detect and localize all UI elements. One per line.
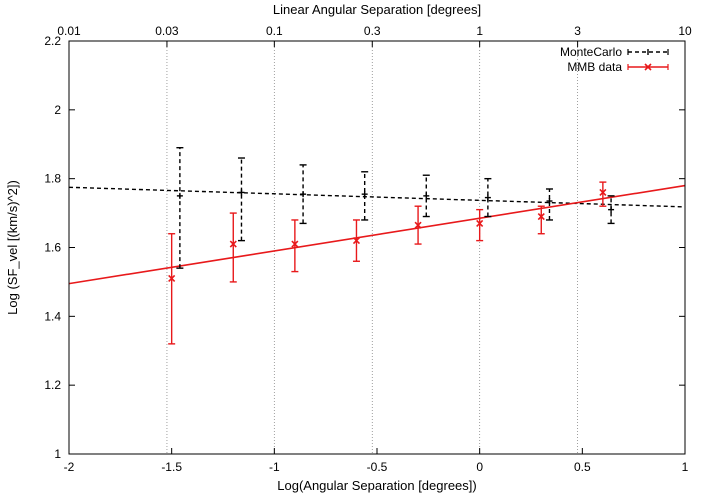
- x2-tick-label: 0.1: [266, 24, 283, 38]
- axis-ticks: [68, 40, 686, 455]
- tick-labels: -2 -1.5 -1 -0.5 0 0.5 1 0.01 0.03 0.1 0.3 1 3 10 1 1.2 1…: [44, 24, 692, 474]
- y-tick-label: 2: [54, 103, 61, 117]
- data-point: [599, 181, 607, 207]
- x2-tick-label: 1: [476, 24, 483, 38]
- data-point: [229, 212, 237, 283]
- data-point: [484, 177, 492, 218]
- marker-x-b: [291, 240, 299, 248]
- x-axis-title: Log(Angular Separation [degrees]): [277, 478, 476, 493]
- fit-line-montecarlo: [68, 186, 686, 208]
- data-point: [607, 195, 615, 225]
- x-tick-label: 0.5: [574, 460, 591, 474]
- data-point: [176, 146, 184, 269]
- y-tick-label: 1.8: [44, 172, 61, 186]
- x2-tick-label: 0.01: [57, 24, 81, 38]
- data-point: [545, 188, 553, 221]
- x-tick-label: -1.5: [161, 460, 182, 474]
- data-point: [422, 174, 430, 218]
- top-axis-title: Linear Angular Separation [degrees]: [273, 2, 481, 17]
- marker-x-b: [229, 240, 237, 248]
- x-tick-label: -2: [64, 460, 75, 474]
- y-tick-label: 1.6: [44, 241, 61, 255]
- legend-label: MonteCarlo: [560, 45, 622, 59]
- y-tick-label: 2.2: [44, 34, 61, 48]
- y-tick-label: 1: [54, 447, 61, 461]
- data-point: [237, 157, 245, 242]
- data-point: [414, 205, 422, 245]
- marker-x-b: [537, 212, 545, 221]
- marker-x-b: [599, 188, 607, 196]
- x-tick-label: -0.5: [367, 460, 388, 474]
- x2-tick-label: 0.03: [155, 24, 179, 38]
- marker-x-b: [352, 237, 361, 245]
- x-tick-label: 1: [682, 460, 689, 474]
- y-tick-label: 1.2: [44, 378, 61, 392]
- data-point: [537, 205, 545, 235]
- x2-tick-label: 0.3: [364, 24, 381, 38]
- legend-entry: MMB data: [567, 60, 669, 74]
- legend-marker-b: [644, 63, 652, 71]
- x2-tick-label: 10: [678, 24, 692, 38]
- error-bars: [168, 146, 615, 345]
- data-point: [361, 171, 369, 221]
- data-point: [352, 219, 361, 262]
- x-tick-label: -1: [269, 460, 280, 474]
- fit-line-mmb-data: [68, 184, 686, 285]
- data-point: [299, 164, 307, 225]
- data-point: [168, 233, 176, 345]
- x2-tick-label: 3: [574, 24, 581, 38]
- plot-frame: [68, 40, 686, 455]
- fit-lines: [68, 184, 686, 285]
- legend-label: MMB data: [567, 60, 622, 74]
- y-axis-title: Log (SF_vel [(km/s)^2]): [5, 180, 20, 315]
- y-tick-label: 1.4: [44, 309, 61, 323]
- grid-layer: [166, 41, 579, 454]
- data-point: [476, 208, 484, 242]
- x-tick-label: 0: [476, 460, 483, 474]
- data-point: [291, 219, 299, 273]
- legend-entry: MonteCarlo: [560, 45, 669, 59]
- marker-x-b: [476, 219, 484, 227]
- marker-x-b: [414, 221, 422, 229]
- marker-x-b: [168, 274, 176, 283]
